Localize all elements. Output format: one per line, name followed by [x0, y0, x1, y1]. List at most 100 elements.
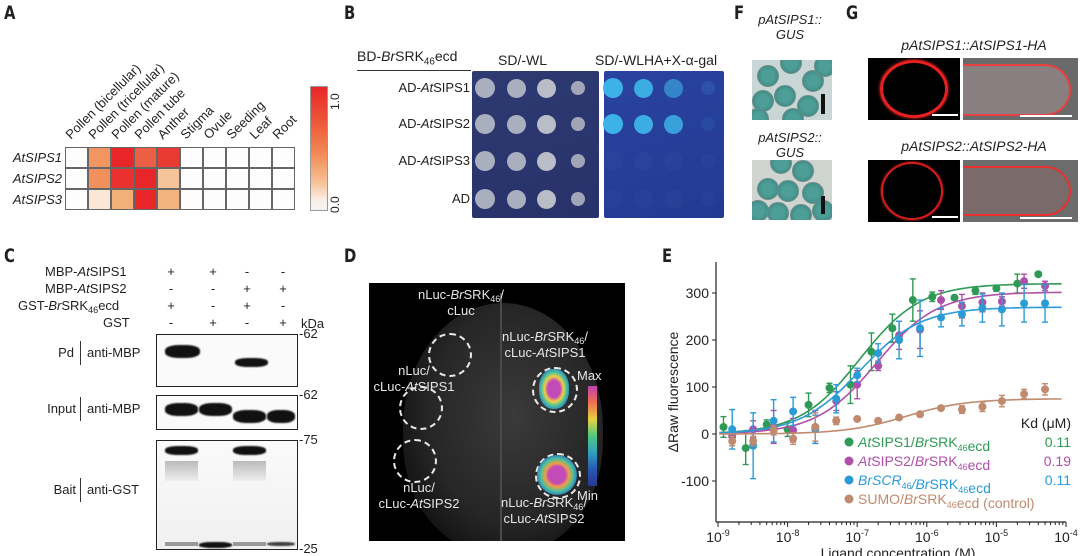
bait-main: SRK [395, 48, 424, 64]
yeast-colony-selective [663, 151, 683, 171]
band [199, 403, 232, 416]
marker-bottom: -25 [299, 541, 318, 556]
mst-binding-chart: -100 0 100 200 300 10-9 10-8 10-7 10-6 10-5 10-4 Li… [665, 262, 1078, 556]
heatmap-cell [88, 168, 111, 189]
pollen-grain [802, 182, 824, 204]
panel-label-f: F [734, 2, 745, 24]
gus1-title: pAtSIPS1:: GUS [752, 12, 828, 42]
spot-label: nLuc-BrSRK46/cLuc-AtSIPS1 [485, 329, 605, 361]
heatmap-cell [88, 147, 111, 168]
row-label-prefix: AD- [398, 153, 421, 168]
y-tick-label: 0 [701, 426, 709, 442]
legend-marker [844, 494, 854, 504]
heatmap-cell [157, 168, 180, 189]
data-point [895, 413, 904, 422]
pollen-tube-signal [963, 64, 1071, 116]
data-point [762, 420, 771, 429]
condition-sign: + [167, 264, 175, 279]
data-point [769, 416, 778, 425]
y2h-row-label: AD [350, 191, 470, 206]
yeast-colony-selective [701, 154, 715, 168]
legend-marker [844, 475, 854, 485]
heatmap-cell [203, 168, 226, 189]
l1-it: Br [533, 495, 547, 510]
data-point [937, 313, 946, 322]
row-label-italic: At [420, 153, 434, 168]
series-2 [719, 283, 1062, 480]
yeast-colony [506, 151, 526, 171]
pollen-grain [797, 95, 819, 117]
legend-label: SUMO/BrSRK46ecd (control) [858, 491, 1035, 511]
yeast-colony-selective [603, 114, 623, 134]
heatmap-cell [134, 189, 157, 210]
band [267, 542, 295, 546]
data-point [749, 437, 758, 446]
g1-tube-scalebar [1020, 115, 1072, 117]
l2-pre: cLuc- [373, 379, 406, 394]
band-faint [165, 542, 198, 546]
condition-sign: + [243, 281, 251, 296]
marker-top: -62 [299, 326, 318, 341]
band [165, 446, 198, 455]
heatmap-cell [249, 189, 272, 210]
legend-title: Kd (μM) [1021, 415, 1071, 431]
bait-sub: 46 [423, 56, 435, 68]
l2-pre: cLuc- [378, 496, 411, 511]
data-point [971, 286, 980, 295]
yeast-colony [536, 78, 556, 98]
yeast-colony-selective [633, 189, 653, 209]
condition-sign: - [280, 264, 286, 279]
yeast-colony-selective [603, 78, 623, 98]
l1-sub: 46 [490, 294, 501, 305]
band [165, 345, 200, 358]
spot-label-line1: nLuc/ [369, 480, 479, 496]
data-point [1034, 270, 1043, 279]
yeast-colony [536, 151, 556, 171]
yeast-colony-selective [701, 81, 715, 95]
scale-min-label: Min [577, 488, 598, 503]
gus2-title-line1: pAtSIPS2:: [758, 130, 822, 145]
l2-pre: cLuc- [503, 511, 536, 526]
cond-prefix: MBP- [45, 264, 78, 279]
data-point [874, 349, 883, 358]
cond-prefix: GST [103, 315, 130, 330]
blot-input [156, 395, 298, 430]
data-point [728, 437, 737, 446]
heatmap-cell [226, 147, 249, 168]
data-point [832, 416, 841, 425]
yeast-colony [536, 189, 556, 209]
l2-pre: cLuc- [504, 345, 537, 360]
l1-pre: nLuc/ [403, 480, 435, 495]
spot-label-line2: cLuc-AtSIPS1 [369, 379, 474, 395]
condition-sign: + [167, 298, 175, 313]
l2-it: At [410, 496, 423, 511]
g2-tube-scalebar [1020, 217, 1072, 219]
data-point [997, 305, 1006, 314]
condition-sign: - [280, 298, 286, 313]
l2-it: At [405, 379, 418, 394]
l1-sub: 46 [573, 502, 584, 513]
g1-scalebar [932, 114, 958, 116]
l2-post: SIPS1 [417, 379, 455, 394]
condition-label: MBP-AtSIPS2 [45, 281, 127, 296]
pollen-grain [780, 60, 802, 74]
legend-label: AtSIPS1/BrSRK46ecd [857, 434, 990, 454]
heatmap-row-label: AtSIPS2 [12, 171, 62, 186]
pollen-grain [757, 65, 779, 87]
spot-label: nLuc/cLuc-AtSIPS1 [369, 363, 474, 395]
yeast-colony-selective [701, 192, 715, 206]
l1-tail: / [584, 329, 588, 344]
l2-pre: cLuc [447, 303, 475, 318]
row-label-italic: At [420, 116, 434, 131]
colorbar-max-label: 1.0 [328, 93, 342, 110]
yeast-colony [536, 114, 556, 134]
pollen-grain [774, 85, 796, 107]
heatmap-row-label: AtSIPS1 [12, 150, 62, 165]
band [267, 410, 295, 423]
pollen-grain [757, 178, 779, 200]
data-point [928, 292, 937, 301]
data-point [916, 324, 925, 333]
heatmap-cell [203, 189, 226, 210]
yeast-colony [571, 81, 585, 95]
heatmap-cell [111, 189, 134, 210]
